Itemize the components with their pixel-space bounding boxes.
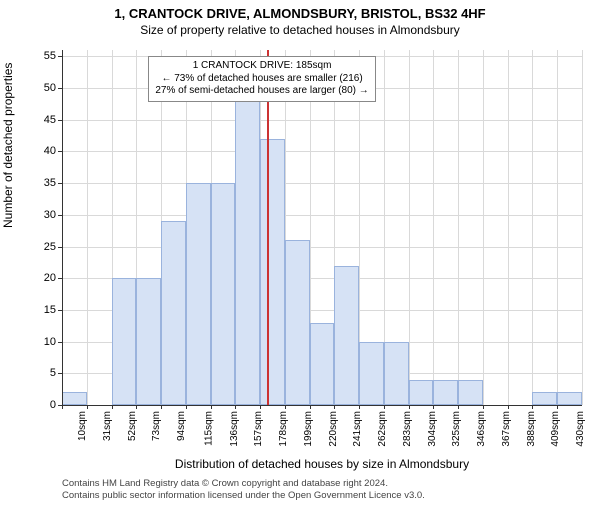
x-tick-label: 157sqm: [253, 411, 264, 447]
histogram-bar: [557, 392, 582, 405]
x-tick-label: 178sqm: [278, 411, 289, 447]
y-tick-label: 0: [50, 399, 56, 411]
footer-line-2: Contains public sector information licen…: [62, 490, 425, 502]
x-tick-label: 199sqm: [303, 411, 314, 447]
x-tick-label: 409sqm: [550, 411, 561, 447]
gridline-vertical: [87, 50, 88, 405]
gridline-vertical: [508, 50, 509, 405]
x-tick-label: 136sqm: [228, 411, 239, 447]
x-tick-label: 94sqm: [176, 411, 187, 441]
histogram-bar: [334, 266, 359, 405]
y-tick-label: 50: [44, 82, 56, 94]
x-tick-label: 220sqm: [327, 411, 338, 447]
footer-line-1: Contains HM Land Registry data © Crown c…: [62, 478, 425, 490]
annotation-line-1: 1 CRANTOCK DRIVE: 185sqm: [155, 60, 368, 73]
x-axis-line: [62, 405, 582, 406]
x-tick-label: 304sqm: [426, 411, 437, 447]
y-tick-label: 55: [44, 50, 56, 62]
gridline-vertical: [582, 50, 583, 405]
gridline-vertical: [458, 50, 459, 405]
histogram-bar: [62, 392, 87, 405]
gridline-horizontal: [62, 183, 582, 184]
chart-subtitle: Size of property relative to detached ho…: [0, 23, 600, 37]
histogram-bar: [211, 183, 236, 405]
histogram-bar: [310, 323, 335, 405]
gridline-vertical: [433, 50, 434, 405]
histogram-bar: [161, 221, 186, 405]
annotation-line-2: ← 73% of detached houses are smaller (21…: [155, 73, 368, 86]
gridline-horizontal: [62, 151, 582, 152]
histogram-bar: [359, 342, 384, 405]
x-tick-label: 430sqm: [575, 411, 586, 447]
gridline-horizontal: [62, 247, 582, 248]
footer-attribution: Contains HM Land Registry data © Crown c…: [62, 478, 425, 502]
gridline-vertical: [483, 50, 484, 405]
annotation-line-3: 27% of semi-detached houses are larger (…: [155, 85, 368, 98]
x-tick-label: 73sqm: [151, 411, 162, 441]
gridline-vertical: [557, 50, 558, 405]
x-tick-label: 283sqm: [402, 411, 413, 447]
x-tick-label: 346sqm: [476, 411, 487, 447]
x-axis-label: Distribution of detached houses by size …: [62, 457, 582, 471]
x-tick-label: 31sqm: [102, 411, 113, 441]
x-tick-label: 367sqm: [501, 411, 512, 447]
histogram-bar: [409, 380, 434, 405]
histogram-bar: [260, 139, 285, 405]
histogram-bar: [433, 380, 458, 405]
histogram-bar: [285, 240, 310, 405]
gridline-vertical: [532, 50, 533, 405]
y-tick-label: 25: [44, 241, 56, 253]
histogram-bar: [186, 183, 211, 405]
histogram-bar: [112, 278, 137, 405]
histogram-bar: [384, 342, 409, 405]
y-tick-label: 30: [44, 209, 56, 221]
chart-plot-area: 051015202530354045505510sqm31sqm52sqm73s…: [62, 50, 582, 405]
chart-title: 1, CRANTOCK DRIVE, ALMONDSBURY, BRISTOL,…: [0, 6, 600, 21]
x-tick-label: 241sqm: [352, 411, 363, 447]
gridline-vertical: [409, 50, 410, 405]
histogram-bar: [458, 380, 483, 405]
y-tick-label: 20: [44, 272, 56, 284]
y-tick-label: 15: [44, 304, 56, 316]
histogram-bar: [532, 392, 557, 405]
x-tick-label: 262sqm: [377, 411, 388, 447]
y-tick-label: 10: [44, 336, 56, 348]
x-tick-label: 10sqm: [77, 411, 88, 441]
gridline-horizontal: [62, 215, 582, 216]
reference-line: [267, 50, 269, 405]
x-tick-label: 52sqm: [127, 411, 138, 441]
histogram-bar: [235, 82, 260, 405]
x-tick-label: 115sqm: [203, 411, 214, 446]
y-tick-label: 40: [44, 145, 56, 157]
y-tick-label: 35: [44, 177, 56, 189]
y-tick-label: 5: [50, 367, 56, 379]
gridline-horizontal: [62, 120, 582, 121]
y-tick-label: 45: [44, 114, 56, 126]
x-tick-label: 388sqm: [525, 411, 536, 447]
histogram-bar: [136, 278, 161, 405]
annotation-callout: 1 CRANTOCK DRIVE: 185sqm← 73% of detache…: [148, 56, 375, 102]
x-tick-label: 325sqm: [451, 411, 462, 447]
y-axis-line: [62, 50, 63, 405]
